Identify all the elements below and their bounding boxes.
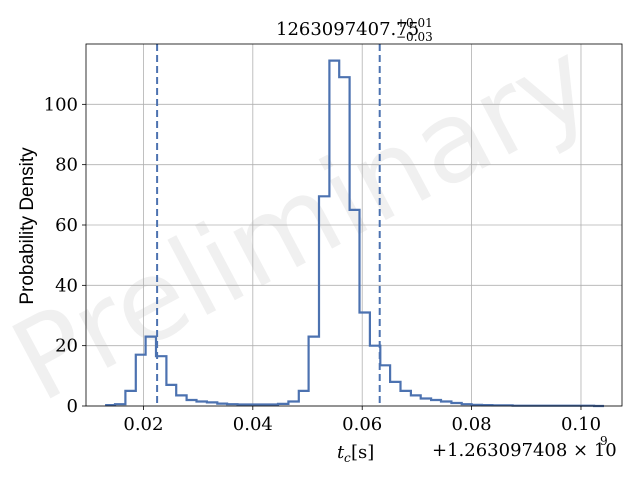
title-upper-error: +0.01 — [396, 16, 433, 30]
y-tick-label: 80 — [55, 155, 78, 176]
y-tick-label: 40 — [55, 275, 78, 296]
y-tick-label: 0 — [67, 396, 78, 417]
x-offset-exponent: 9 — [600, 434, 608, 448]
x-tick-label: 0.08 — [452, 414, 492, 435]
title-value: 1263097407.75 — [276, 19, 419, 40]
y-tick-label: 60 — [55, 215, 78, 236]
x-offset-base: +1.263097408 × 10 — [432, 440, 617, 461]
histogram-series — [105, 59, 604, 408]
y-axis-label: Probability Density — [17, 147, 38, 305]
x-tick-label: 0.10 — [561, 414, 601, 435]
chart-title: 1263097407.75 +0.01 −0.03 — [276, 16, 433, 44]
x-axis-label: t c [s] — [337, 442, 374, 465]
x-tick-label: 0.02 — [123, 414, 163, 435]
x-tick-label: 0.06 — [342, 414, 382, 435]
x-axis-offset-label: +1.263097408 × 10 9 — [432, 434, 617, 461]
y-axis-ticks: 0 20 40 60 80 100 — [44, 94, 86, 417]
x-axis-ticks: 0.02 0.04 0.06 0.08 0.10 — [123, 406, 601, 435]
y-tick-label: 20 — [55, 336, 78, 357]
title-lower-error: −0.03 — [396, 30, 433, 44]
x-axis-label-unit: [s] — [351, 442, 374, 463]
y-tick-label: 100 — [44, 94, 78, 115]
x-axis-label-symbol: t — [337, 442, 345, 463]
x-axis-label-subscript: c — [344, 451, 351, 465]
posterior-step-line — [105, 59, 604, 408]
x-tick-label: 0.04 — [233, 414, 273, 435]
